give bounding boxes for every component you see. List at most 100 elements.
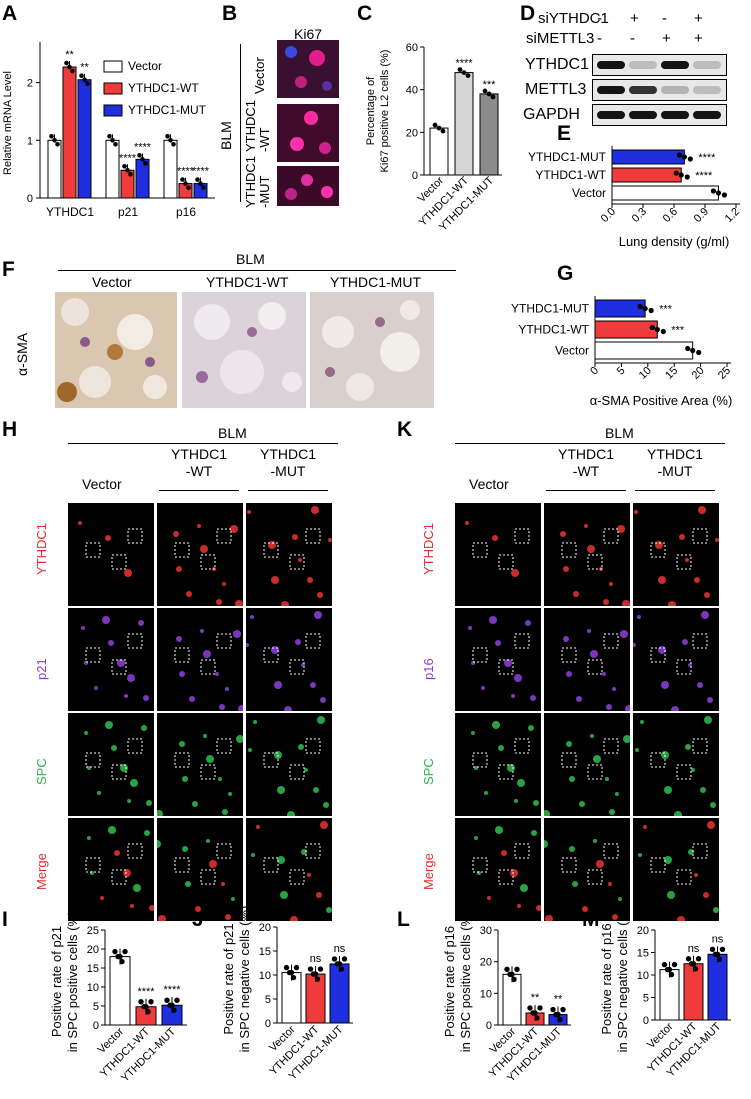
panelF-col-mut: YTHDC1-MUT [330, 274, 421, 290]
bar [594, 320, 658, 339]
y-tick-label: 60 [406, 42, 418, 54]
panel-letter-G: G [557, 262, 574, 285]
data-point [457, 67, 463, 72]
data-point [642, 305, 648, 312]
panelB-divider [240, 44, 241, 202]
significance-label: ns [712, 933, 724, 945]
blot-band [693, 61, 721, 69]
x-tick-label: 0.6 [661, 206, 680, 225]
y-tick-label: 0 [486, 1020, 492, 1032]
data-point [714, 951, 721, 957]
y-tick-label: 15 [637, 948, 649, 960]
data-point [678, 172, 684, 178]
grid-row-label: SPC [34, 757, 49, 785]
ihc-asma-mut [310, 292, 434, 408]
y-tick-label: 10 [259, 970, 271, 982]
data-point [338, 966, 345, 972]
data-point [64, 60, 69, 66]
data-point [317, 966, 324, 972]
significance-label: **** [695, 170, 713, 182]
data-point [293, 964, 300, 971]
data-point [314, 976, 321, 982]
ihc-asma-vector [55, 292, 177, 408]
data-point [690, 961, 697, 967]
data-point [128, 172, 133, 177]
data-point [290, 974, 297, 981]
blot-band-label: METTL3 [525, 81, 587, 98]
x-tick-label: 0.9 [692, 206, 711, 225]
data-point [164, 997, 170, 1003]
data-point [70, 68, 75, 74]
fluorescence-tile-merge [544, 818, 630, 921]
significance-label: ns [688, 943, 700, 955]
data-point [685, 345, 691, 352]
data-point [331, 956, 338, 962]
bar [47, 139, 62, 199]
panelB-row-mut: YTHDC1 -MUT [243, 155, 272, 208]
grid-row-label: Merge [34, 852, 49, 890]
blot-condition-label: siMETTL3 [526, 30, 595, 47]
blot-band [597, 61, 625, 69]
bar [707, 953, 728, 1021]
data-point [112, 948, 118, 955]
x-tick-label: 20 [690, 365, 707, 382]
significance-label: **** [455, 58, 473, 70]
data-point [721, 192, 728, 198]
data-point [125, 168, 130, 173]
y-tick-label: 0 [27, 193, 33, 205]
data-point [715, 190, 722, 196]
fluorescence-tile-ythdc1 [157, 503, 243, 606]
data-point [555, 1011, 561, 1018]
data-point [673, 170, 679, 176]
data-point [140, 157, 145, 162]
grid-group-line [455, 443, 725, 444]
data-point [183, 181, 188, 186]
grid-column-label: Vector [82, 476, 122, 492]
data-point [436, 125, 442, 131]
y-axis-label: Positive rate of p16 [442, 926, 457, 1037]
significance-label: ns [310, 953, 322, 965]
panel-letter-B: B [222, 2, 238, 25]
significance-label: ** [65, 49, 74, 61]
blot-condition-sign: + [694, 10, 703, 27]
blot-band [597, 111, 625, 119]
panelB-group-label: BLM [218, 121, 234, 150]
blot-condition-sign: + [630, 10, 639, 27]
y-category-label: Vector [555, 344, 589, 358]
grid-column-label: YTHDC1 -WT [558, 446, 615, 479]
grid-group-line [68, 443, 338, 444]
grid-column-label: YTHDC1 -MUT [647, 446, 704, 479]
bar [62, 66, 77, 199]
grid-row-label: p16 [421, 657, 436, 680]
blot-band [629, 111, 657, 119]
significance-label: *** [671, 325, 685, 337]
data-point [341, 956, 348, 962]
data-point [107, 134, 112, 139]
y-tick-label: 0 [412, 170, 418, 182]
x-tick-label: 1.2 [723, 206, 742, 225]
fluorescence-tile-p16 [455, 608, 541, 711]
panelF-col-wt: YTHDC1-WT [206, 274, 289, 290]
data-point [716, 956, 723, 962]
data-point [138, 999, 144, 1005]
data-point [55, 142, 60, 147]
data-point [511, 976, 517, 983]
bar [683, 963, 704, 1021]
x-axis-label: Lung density (g/ml) [619, 234, 730, 249]
y-category-label: YTHDC1-MUT [528, 150, 607, 164]
fluorescence-tile-ythdc1 [68, 503, 154, 606]
bar [135, 158, 150, 199]
y-category-label: Vector [572, 186, 606, 200]
y-tick-label: 15 [259, 946, 271, 958]
y-tick-label: 0 [265, 1018, 271, 1030]
data-point [560, 1006, 566, 1013]
grid-column-label: YTHDC1 -WT [171, 446, 228, 479]
panel-letter-K: K [397, 418, 413, 441]
x-tick-label: 25 [716, 365, 733, 382]
fluorescence-tile-merge [68, 818, 154, 921]
significance-label: **** [177, 166, 195, 178]
data-point [283, 964, 290, 971]
data-point [490, 94, 496, 100]
data-point [85, 81, 90, 87]
data-point [537, 1005, 543, 1011]
